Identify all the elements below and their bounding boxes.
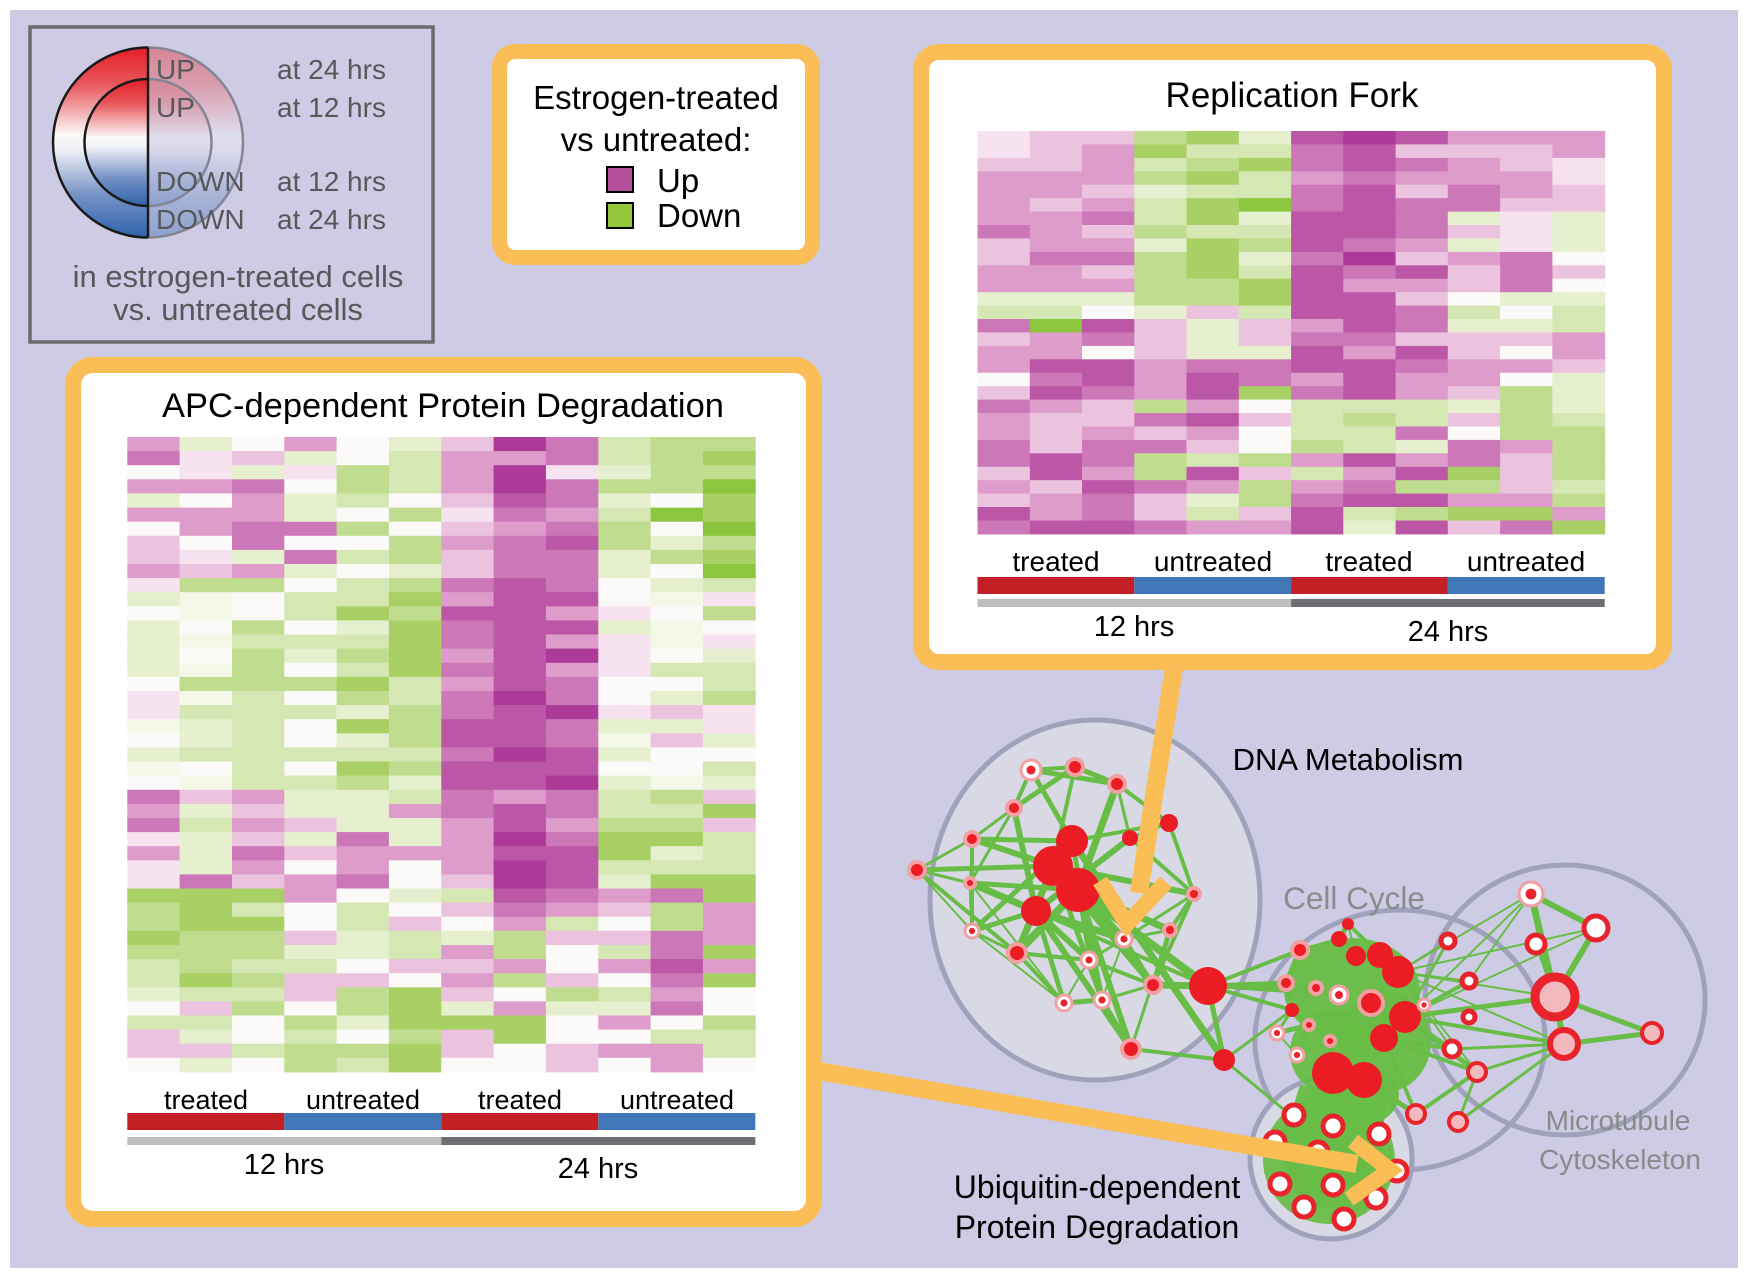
svg-text:treated: treated <box>164 1085 248 1115</box>
svg-text:DNA Metabolism: DNA Metabolism <box>1233 742 1464 777</box>
svg-text:Replication Fork: Replication Fork <box>1166 76 1419 115</box>
svg-text:UP: UP <box>156 54 195 85</box>
svg-text:treated: treated <box>1012 546 1099 577</box>
svg-text:vs. untreated cells: vs. untreated cells <box>113 292 363 327</box>
svg-text:Estrogen-treated: Estrogen-treated <box>533 79 779 116</box>
svg-text:Cytoskeleton: Cytoskeleton <box>1539 1144 1701 1175</box>
svg-text:at 12 hrs: at 12 hrs <box>277 166 386 197</box>
svg-text:treated: treated <box>478 1085 562 1115</box>
svg-text:vs untreated:: vs untreated: <box>561 121 752 158</box>
svg-text:Up: Up <box>657 162 699 199</box>
svg-text:Microtubule: Microtubule <box>1546 1105 1691 1136</box>
svg-text:Cell Cycle: Cell Cycle <box>1283 880 1425 916</box>
svg-text:UP: UP <box>156 92 195 123</box>
svg-text:12 hrs: 12 hrs <box>1094 611 1175 643</box>
svg-text:treated: treated <box>1325 546 1412 577</box>
svg-text:12 hrs: 12 hrs <box>244 1149 325 1181</box>
svg-text:untreated: untreated <box>1467 546 1585 577</box>
svg-text:DOWN: DOWN <box>156 166 245 197</box>
svg-text:APC-dependent Protein Degradat: APC-dependent Protein Degradation <box>162 387 724 425</box>
svg-text:DOWN: DOWN <box>156 204 245 235</box>
svg-text:at 12 hrs: at 12 hrs <box>277 92 386 123</box>
svg-text:untreated: untreated <box>306 1085 420 1115</box>
svg-text:untreated: untreated <box>1154 546 1272 577</box>
svg-text:Down: Down <box>657 197 741 234</box>
svg-text:24 hrs: 24 hrs <box>1408 616 1489 648</box>
svg-text:untreated: untreated <box>620 1085 734 1115</box>
svg-text:at 24 hrs: at 24 hrs <box>277 204 386 235</box>
svg-text:in estrogen-treated cells: in estrogen-treated cells <box>73 259 404 294</box>
svg-text:at 24 hrs: at 24 hrs <box>277 54 386 85</box>
svg-text:Ubiquitin-dependent: Ubiquitin-dependent <box>954 1169 1241 1205</box>
svg-text:Protein Degradation: Protein Degradation <box>955 1209 1240 1245</box>
svg-text:24 hrs: 24 hrs <box>558 1153 639 1185</box>
